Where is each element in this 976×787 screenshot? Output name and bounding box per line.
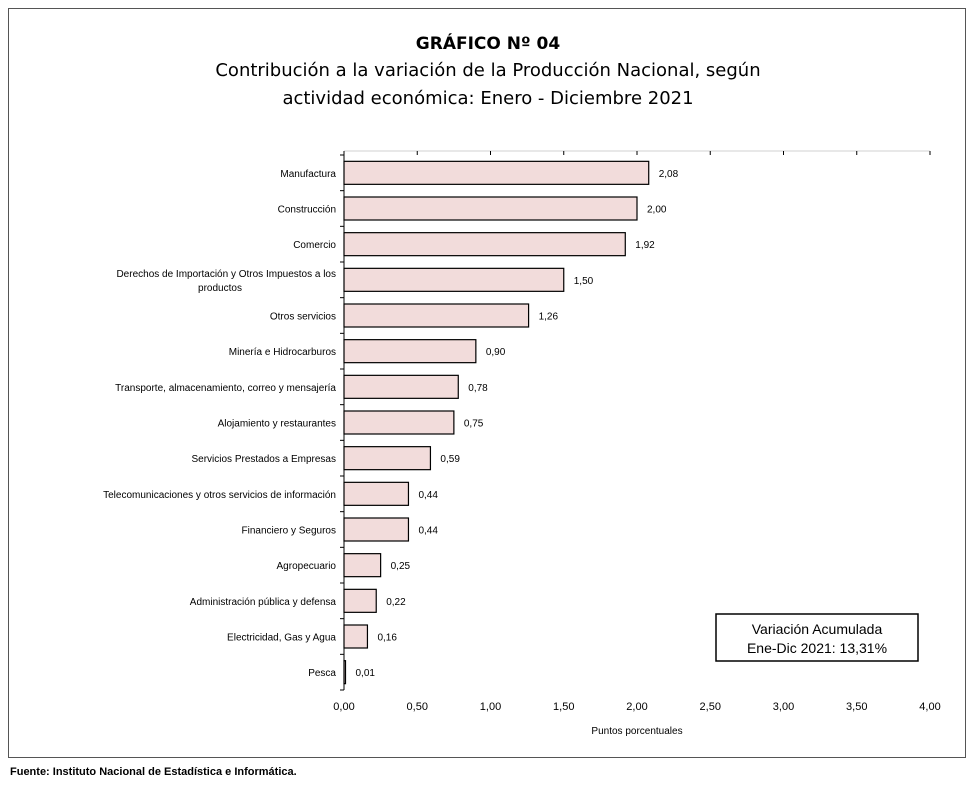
chart-title: GRÁFICO Nº 04 bbox=[415, 34, 561, 54]
bar bbox=[343, 410, 455, 435]
category-label: Administración pública y defensa bbox=[190, 597, 337, 608]
bar-value-label: 1,26 bbox=[539, 312, 559, 323]
category-label: productos bbox=[198, 283, 242, 294]
category-label: Electricidad, Gas y Agua bbox=[227, 633, 336, 644]
bar bbox=[343, 374, 459, 399]
bar bbox=[343, 446, 432, 471]
bar-value-label: 0,59 bbox=[440, 454, 460, 465]
x-tick-label: 1,50 bbox=[553, 701, 574, 713]
category-label: Telecomunicaciones y otros servicios de … bbox=[103, 490, 336, 501]
bar-value-label: 1,50 bbox=[574, 276, 594, 287]
x-tick-label: 0,00 bbox=[333, 701, 354, 713]
category-label: Otros servicios bbox=[270, 312, 336, 323]
bar bbox=[343, 624, 369, 649]
chart-subtitle-line1: Contribución a la variación de la Produc… bbox=[215, 60, 761, 81]
bar-value-label: 0,75 bbox=[464, 419, 484, 430]
category-label: Financiero y Seguros bbox=[242, 526, 337, 537]
x-tick-label: 4,00 bbox=[919, 701, 940, 713]
category-label: Pesca bbox=[308, 668, 336, 679]
bar-value-label: 0,44 bbox=[418, 526, 438, 537]
annotation-line1: Variación Acumulada bbox=[752, 621, 883, 637]
chart-subtitle-line2: actividad económica: Enero - Diciembre 2… bbox=[282, 88, 694, 109]
annotation-line2: Ene-Dic 2021: 13,31% bbox=[747, 640, 887, 656]
category-label: Alojamiento y restaurantes bbox=[218, 419, 336, 430]
bar-value-label: 0,78 bbox=[468, 383, 488, 394]
annotation-box bbox=[715, 613, 919, 662]
bar bbox=[343, 660, 347, 685]
x-tick-label: 0,50 bbox=[407, 701, 428, 713]
bar bbox=[343, 588, 377, 613]
bar bbox=[343, 517, 410, 542]
bar-value-label: 0,01 bbox=[356, 668, 376, 679]
bar-value-label: 2,08 bbox=[659, 169, 679, 180]
bar bbox=[343, 232, 626, 257]
bar-value-label: 0,90 bbox=[486, 347, 506, 358]
category-label: Construcción bbox=[278, 205, 336, 216]
category-label: Minería e Hidrocarburos bbox=[229, 347, 336, 358]
bar bbox=[343, 339, 477, 364]
bar bbox=[343, 267, 565, 292]
x-tick-label: 1,00 bbox=[480, 701, 501, 713]
bar bbox=[343, 553, 382, 578]
bar-value-label: 0,16 bbox=[377, 633, 397, 644]
x-tick-label: 3,00 bbox=[773, 701, 794, 713]
bar bbox=[343, 160, 650, 185]
bar bbox=[343, 303, 530, 328]
bar-value-label: 0,44 bbox=[418, 490, 438, 501]
bar-value-label: 1,92 bbox=[635, 240, 655, 251]
bar-value-label: 2,00 bbox=[647, 205, 667, 216]
category-label: Comercio bbox=[293, 240, 336, 251]
x-axis-label: Puntos porcentuales bbox=[591, 726, 682, 737]
category-label: Servicios Prestados a Empresas bbox=[191, 454, 336, 465]
bar bbox=[343, 196, 638, 221]
source-note: Fuente: Instituto Nacional de Estadístic… bbox=[10, 766, 297, 778]
category-label: Derechos de Importación y Otros Impuesto… bbox=[116, 269, 336, 280]
category-label: Manufactura bbox=[280, 169, 336, 180]
category-label: Agropecuario bbox=[277, 561, 337, 572]
x-tick-label: 3,50 bbox=[846, 701, 867, 713]
bar bbox=[343, 481, 410, 506]
bar-value-label: 0,22 bbox=[386, 597, 406, 608]
bar-value-label: 0,25 bbox=[391, 561, 411, 572]
x-tick-label: 2,50 bbox=[700, 701, 721, 713]
category-label: Transporte, almacenamiento, correo y men… bbox=[115, 383, 336, 394]
x-tick-label: 2,00 bbox=[626, 701, 647, 713]
